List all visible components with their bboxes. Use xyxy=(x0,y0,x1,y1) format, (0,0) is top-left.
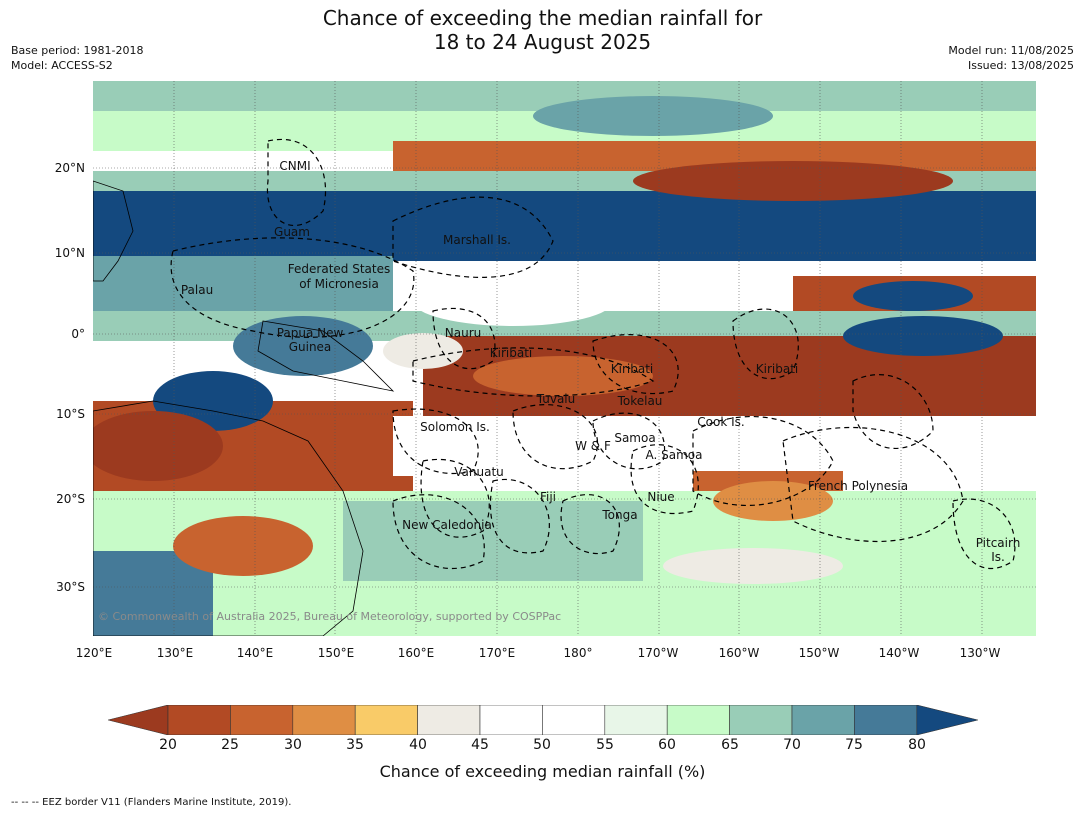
region-label-kiribati-3: Kiribati xyxy=(755,362,799,376)
x-tick-label: 120°E xyxy=(75,646,113,660)
region-label-solomon: Solomon Is. xyxy=(420,420,490,434)
colorbar-tick-label: 45 xyxy=(471,737,489,753)
colorbar-segment xyxy=(542,705,606,735)
colorbar-tick-label: 80 xyxy=(908,737,926,753)
region-label-cnmi: CNMI xyxy=(279,159,311,173)
x-tick-label: 180° xyxy=(563,646,593,660)
region-label-fiji: Fiji xyxy=(539,490,557,504)
region-label-png-2: Guinea xyxy=(288,340,332,354)
region-label-vanuatu: Vanuatu xyxy=(454,465,504,479)
colorbar-label: Chance of exceeding median rainfall (%) xyxy=(379,762,706,781)
region-label-niue: Niue xyxy=(647,490,675,504)
y-tick-label: 20°S xyxy=(56,492,85,506)
region-label-tokelau: Tokelau xyxy=(617,394,663,408)
region-label-wf: W & F xyxy=(575,439,611,453)
region-label-asamoa: A. Samoa xyxy=(645,448,703,462)
colorbar-tick-label: 55 xyxy=(596,737,614,753)
model-run-info: Model run: 11/08/2025 Issued: 13/08/2025 xyxy=(948,43,1074,73)
region-label-kiribati-1: Kiribati xyxy=(489,346,533,360)
colorbar-segment xyxy=(729,705,793,735)
colorbar-segment xyxy=(666,705,730,735)
colorbar-tick-label: 35 xyxy=(346,737,364,753)
colorbar-segment xyxy=(108,705,169,735)
map-canvas xyxy=(93,81,1036,636)
colorbar-tick-label: 30 xyxy=(284,737,302,753)
colorbar-tick-label: 40 xyxy=(409,737,427,753)
y-tick-label: 0° xyxy=(71,327,85,341)
region-label-french-polynesia: French Polynesia xyxy=(807,479,909,493)
region-label-pitcairn-2: Is. xyxy=(991,550,1005,564)
x-tick-label: 160°W xyxy=(718,646,760,660)
region-label-guam: Guam xyxy=(274,225,310,239)
colorbar-segment xyxy=(167,705,231,735)
x-tick-label: 140°W xyxy=(878,646,920,660)
model-run-date: Model run: 11/08/2025 xyxy=(948,44,1074,57)
title-line-2: 18 to 24 August 2025 xyxy=(433,30,652,54)
region-label-pitcairn-1: Pitcairn xyxy=(975,536,1021,550)
colorbar-tick-label: 70 xyxy=(783,737,801,753)
x-tick-label: 170°W xyxy=(637,646,679,660)
colorbar-tick-label: 20 xyxy=(159,737,177,753)
y-tick-label: 10°N xyxy=(54,246,85,260)
eez-borders xyxy=(170,138,1016,570)
region-label-nauru: Nauru xyxy=(444,326,482,340)
colorbar-segment xyxy=(916,705,978,735)
colorbar-segment xyxy=(604,705,668,735)
colorbar-segment xyxy=(292,705,356,735)
colorbar-tick-label: 50 xyxy=(533,737,551,753)
x-tick-label: 160°E xyxy=(397,646,435,660)
title-line-1: Chance of exceeding the median rainfall … xyxy=(322,6,763,30)
chart-title: Chance of exceeding the median rainfall … xyxy=(0,6,1085,54)
new-guinea-outline xyxy=(257,320,395,392)
region-label-kiribati-2: Kiribati xyxy=(610,362,654,376)
graticule xyxy=(93,81,1036,636)
issued-date: Issued: 13/08/2025 xyxy=(967,59,1074,72)
y-tick-label: 30°S xyxy=(56,580,85,594)
x-tick-label: 130°W xyxy=(959,646,1001,660)
x-tick-label: 130°E xyxy=(156,646,194,660)
eez-footnote: -- -- -- EEZ border V11 (Flanders Marine… xyxy=(11,797,292,808)
colorbar-segment xyxy=(354,705,418,735)
region-label-marshall: Marshall Is. xyxy=(443,233,511,247)
region-label-samoa: Samoa xyxy=(614,431,656,445)
region-label-png-1: Papua New xyxy=(276,326,344,340)
model-name: Model: ACCESS-S2 xyxy=(11,59,113,72)
philippines-outline xyxy=(93,180,134,282)
copyright-notice: © Commonwealth of Australia 2025, Bureau… xyxy=(98,610,562,623)
colorbar-segment xyxy=(230,705,294,735)
region-label-tonga: Tonga xyxy=(602,508,638,522)
region-label-palau: Palau xyxy=(180,283,214,297)
colorbar-tick-label: 75 xyxy=(845,737,863,753)
x-tick-label: 140°E xyxy=(236,646,274,660)
colorbar-segment xyxy=(479,705,543,735)
colorbar-tick-label: 25 xyxy=(221,737,239,753)
rainfall-map: CNMI Guam Marshall Is. Federated States … xyxy=(93,81,1036,636)
region-label-cook: Cook Is. xyxy=(697,415,745,429)
x-tick-label: 150°W xyxy=(798,646,840,660)
colorbar-segment xyxy=(791,705,855,735)
x-tick-label: 170°E xyxy=(478,646,516,660)
region-label-new-caledonia: New Caledonia xyxy=(402,518,492,532)
y-tick-label: 10°S xyxy=(56,407,85,421)
australia-outline xyxy=(93,400,364,636)
x-tick-label: 150°E xyxy=(317,646,355,660)
region-label-tuvalu: Tuvalu xyxy=(536,392,576,406)
base-period-info: Base period: 1981-2018 Model: ACCESS-S2 xyxy=(11,43,143,73)
region-label-fsm-2: of Micronesia xyxy=(299,277,379,291)
base-period: Base period: 1981-2018 xyxy=(11,44,144,57)
y-tick-label: 20°N xyxy=(54,161,85,175)
colorbar-segment xyxy=(417,705,481,735)
colorbar-segment xyxy=(854,705,918,735)
colorbar-tick-label: 65 xyxy=(721,737,739,753)
colorbar xyxy=(108,705,978,735)
region-label-fsm-1: Federated States xyxy=(287,262,391,276)
colorbar-tick-label: 60 xyxy=(658,737,676,753)
